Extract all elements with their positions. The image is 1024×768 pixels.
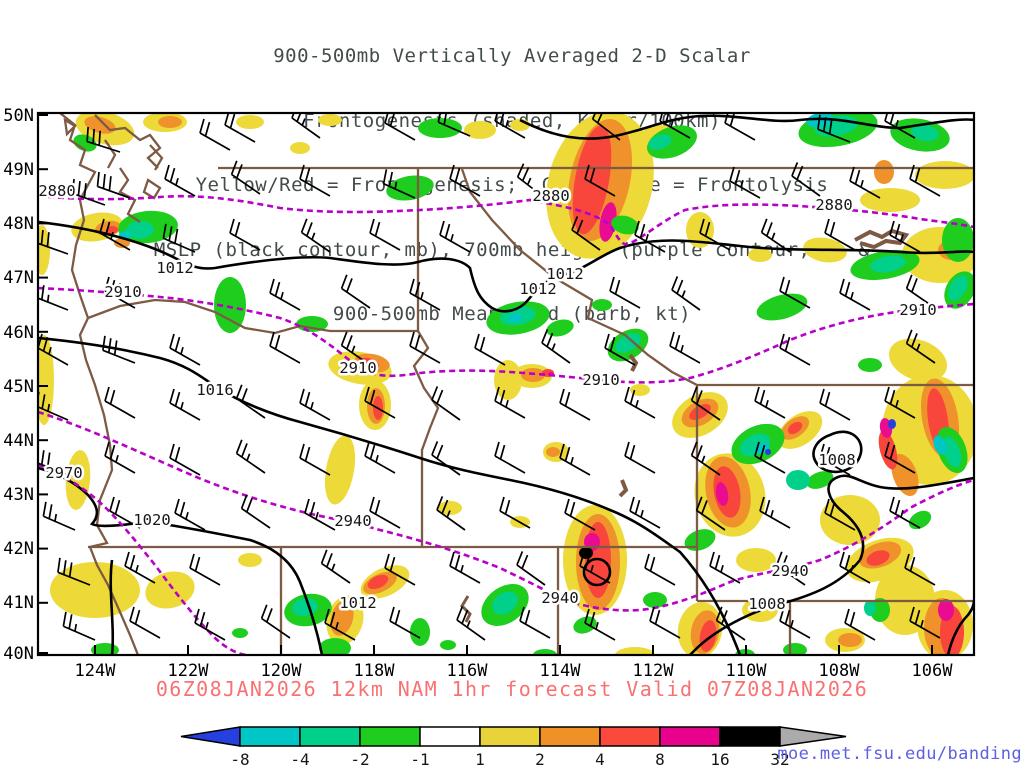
lat-axis: 50N 49N 48N 47N 46N 45N 44N 43N 42N 41N … [3,106,34,664]
mslp-label: 1012 [546,265,583,283]
colorbar-tick: 32 [770,750,789,768]
height-label: 2880 [38,182,75,200]
height-contours [39,194,973,654]
axis-ticks [38,114,933,655]
colorbar-tick: -8 [230,750,249,768]
map-frame [36,111,976,657]
lat-label: 40N [3,644,34,664]
lon-label: 120W [261,661,303,681]
colorbar-segment [419,726,481,747]
height-label: 2940 [334,512,371,530]
height-label: 2970 [45,464,82,482]
colorbar-tick: -2 [350,750,369,768]
colorbar-right-arrow [779,726,847,747]
state-borders [59,114,973,654]
height-label: 2880 [532,187,569,205]
lon-label: 114W [540,661,582,681]
credit-link[interactable]: moe.met.fsu.edu/banding [777,744,1022,764]
lon-label: 124W [75,661,117,681]
colorbar-segment [479,726,541,747]
mslp-contours [39,114,973,654]
lat-label: 44N [3,431,34,451]
colorbar-tick: 1 [475,750,485,768]
colorbar-segment [299,726,361,747]
colorbar-segment [359,726,421,747]
height-label: 2910 [899,301,936,319]
title-line-1: 900-500mb Vertically Averaged 2-D Scalar [273,45,751,67]
lon-label: 108W [819,661,861,681]
lat-label: 46N [3,323,34,343]
lat-label: 47N [3,268,34,288]
lon-label: 118W [354,661,396,681]
contour-labels: 1012 1012 1012 1016 1020 1012 1008 1008 … [36,180,939,616]
height-label: 2910 [339,359,376,377]
colorbar: -8 -4 -2 -1 1 2 4 8 16 32 [180,726,847,768]
colorbar-segment [659,726,721,747]
lon-label: 110W [726,661,768,681]
mslp-label: 1020 [133,511,170,529]
lat-label: 41N [3,593,34,613]
lon-label: 112W [633,661,675,681]
height-label: 2910 [104,283,141,301]
colorbar-tick: -1 [410,750,429,768]
lat-label: 50N [3,106,34,126]
lat-label: 42N [3,539,34,559]
lon-label: 116W [447,661,489,681]
height-label: 2910 [582,371,619,389]
height-label: 2940 [541,589,578,607]
colorbar-segment [539,726,601,747]
height-label: 2940 [771,562,808,580]
height-label: 2880 [815,196,852,214]
colorbar-tick: 16 [710,750,729,768]
lat-label: 43N [3,485,34,505]
mslp-label: 1016 [196,381,233,399]
lon-label: 106W [912,661,954,681]
colorbar-segment [239,726,301,747]
lon-label: 122W [168,661,210,681]
lat-label: 48N [3,214,34,234]
colorbar-tick: 8 [655,750,665,768]
colorbar-segment [719,726,781,747]
mslp-label: 1008 [818,451,855,469]
mslp-label: 1012 [339,594,376,612]
mslp-label: 1012 [156,259,193,277]
colorbar-tick: -4 [290,750,309,768]
mslp-label: 1008 [748,595,785,613]
colorbar-ticks: -8 -4 -2 -1 1 2 4 8 16 32 [230,750,789,768]
colorbar-tick: 2 [535,750,545,768]
forecast-valid-text: 06Z08JAN2026 12km NAM 1hr forecast Valid… [155,677,869,701]
colorbar-segment [599,726,661,747]
mslp-label: 1012 [519,280,556,298]
colorbar-left-arrow [180,726,241,747]
colorbar-tick: 4 [595,750,605,768]
lat-label: 45N [3,377,34,397]
lat-label: 49N [3,160,34,180]
lon-axis: 124W 122W 120W 118W 116W 114W 112W 110W … [75,661,954,681]
